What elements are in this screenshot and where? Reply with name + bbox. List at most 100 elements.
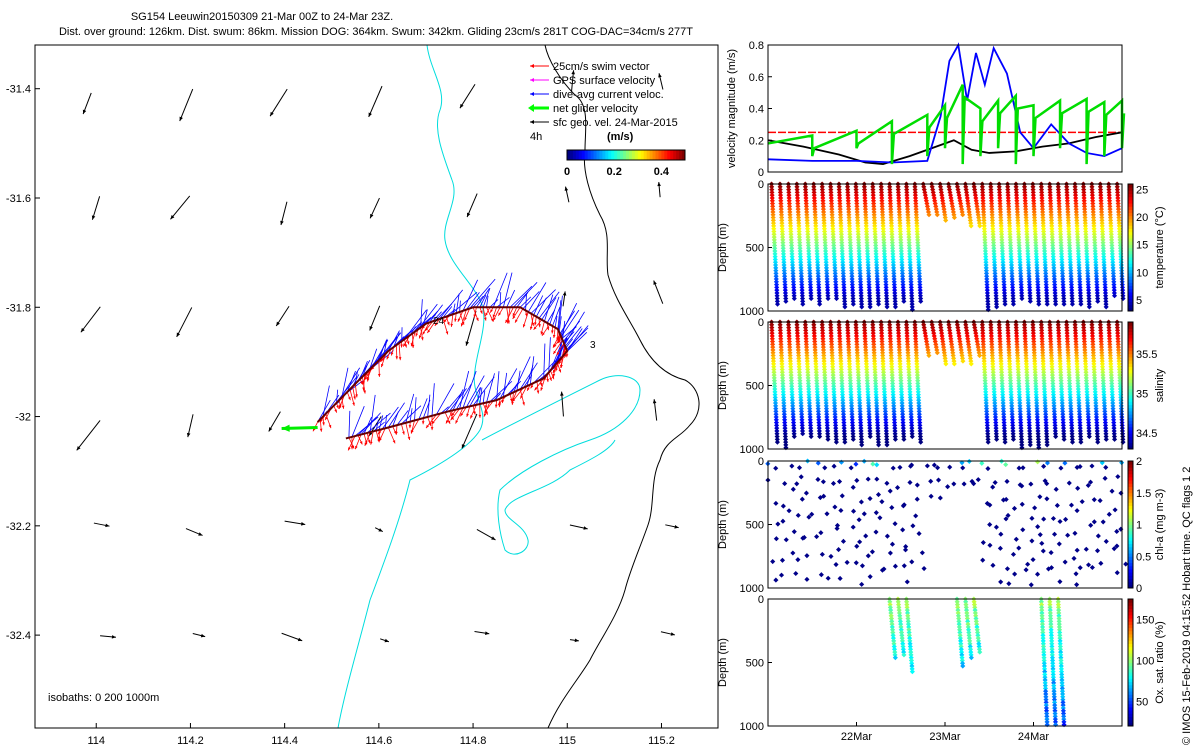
geo-vector-shaft [369,305,381,331]
profile-point [880,228,886,235]
profile-point [855,226,861,232]
profile-point [901,298,907,304]
profile-point [875,284,881,290]
profile-point [823,262,829,268]
colorbar-segment [655,150,659,160]
profile-point [867,574,873,580]
colorbar-segment [1128,643,1133,648]
profile-point [854,212,860,218]
profile-point [840,270,846,276]
profile-point [773,270,779,276]
profile-point [839,237,845,243]
geo-vector-head [670,632,675,636]
isobath-lines [337,44,641,729]
profile-point [1114,570,1120,576]
dac-vector [354,416,379,437]
colorbar-label: temperature (°C) [1154,206,1166,288]
panel-colorbar: 00.511.52 [1127,456,1151,595]
profile-point [998,579,1004,585]
profile-point [773,465,779,471]
colorbar-segment [1128,247,1133,252]
colorbar-label: chl-a (mg m-3) [1154,489,1166,561]
profile-point [861,511,867,517]
geo-vector-head [571,70,575,75]
geo-vector-head [384,638,389,643]
dac-vector [346,370,356,393]
profile-point [1095,439,1101,445]
colorbar-segment [1128,341,1133,345]
colorbar-segment [1128,508,1133,513]
profile-point [1025,561,1031,567]
swim-vector-head [505,319,509,324]
dac-vector [544,294,554,322]
profile-point [898,234,904,240]
profile-point [791,434,797,440]
profile-point [808,296,814,302]
profile-point [831,245,837,251]
swim-vector-head [536,390,540,394]
swim-vector-head [379,437,382,442]
profile-point [865,262,871,268]
profile-point [839,245,845,251]
profile-point [997,545,1003,551]
dac-vector [519,296,532,308]
swim-vector-head [430,427,434,431]
profile-point [1044,442,1050,448]
profile-point [1023,567,1029,573]
profile-point [889,226,895,232]
depth-tick-label: 0 [758,594,764,606]
profile-point [898,242,904,249]
x-tick-label: 115.2 [648,735,675,747]
colorbar-tick-label: 2 [1136,456,1142,468]
profile-point [849,276,855,282]
profile-point [857,273,863,279]
geo-vector-shaft [466,193,478,218]
colorbar-segment [1128,684,1133,689]
dac-vector [422,399,431,419]
dac-vector [560,309,580,338]
profile-point [824,270,830,276]
vel-y-tick-label: 0.6 [749,72,764,84]
swim-vector-head [359,441,363,445]
profile-point [824,282,830,288]
dac-vector [469,278,496,309]
profile-point [841,284,847,290]
profile-point [822,245,828,251]
y-tick-label: -32.4 [6,630,31,642]
dac-vector [502,272,513,308]
profile-point [1069,439,1076,445]
dac-vector [482,287,491,308]
profile-point [866,282,872,288]
profile-point [859,563,865,569]
y-tick-label: -32 [15,412,31,424]
geo-vector-head [485,631,490,635]
colorbar-segment [1128,700,1133,705]
profile-point [772,251,778,257]
profile-point [819,551,825,557]
profile-point [808,287,814,293]
colorbar-segment [646,150,651,160]
swim-vector-head [386,356,390,360]
colorbar-segment [1128,543,1133,548]
legend-entry-swim: 25cm/s swim vector [530,61,650,73]
swim-vector-head [509,398,513,402]
swim-vector-head [355,445,358,450]
colorbar-label: salinity [1154,368,1166,402]
colorbar-segment [1128,546,1133,551]
colorbar-segment [1128,624,1133,629]
dac-vector [476,387,481,405]
dac-vector [533,295,544,316]
profile-point [837,198,843,204]
geo-vector-head [80,327,85,333]
dac-vector [432,311,442,322]
dac-vector [404,309,427,340]
profile-point [850,484,856,490]
depth-tick-label: 1000 [740,721,764,733]
profile-point [873,256,879,262]
profile-point [847,226,853,232]
swim-vector-head [447,420,451,424]
colorbar-segment [1128,322,1133,326]
profile-point [847,237,853,243]
